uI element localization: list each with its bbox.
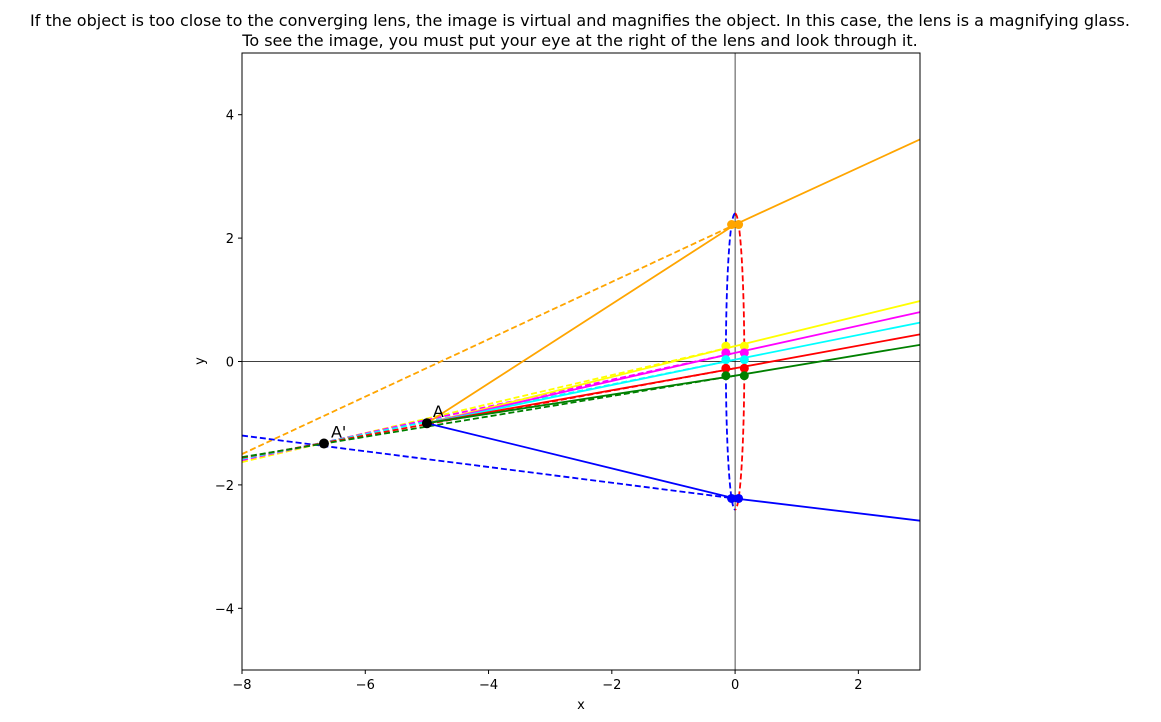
y-tick-label-4: 4	[226, 109, 234, 124]
real-ray-5	[426, 333, 920, 425]
object-point-label: A	[433, 402, 444, 421]
y-tick-label-3: 2	[226, 232, 234, 247]
real-ray-0	[426, 138, 920, 424]
real-ray-2	[426, 300, 920, 425]
x-tick-label-5: 2	[854, 678, 862, 693]
x-tick-label-3: −2	[602, 678, 621, 693]
lens-entry-marker-1	[727, 493, 737, 503]
y-tick-label-2: 0	[226, 356, 234, 371]
real-rays	[426, 138, 920, 522]
y-tick-label-0: −4	[215, 602, 234, 617]
lens-entry-marker-6	[721, 371, 731, 381]
lens-entry-marker-3	[721, 348, 731, 358]
x-tick-label-1: −6	[356, 678, 375, 693]
chart-title-line-2: To see the image, you must put your eye …	[241, 31, 917, 50]
lens-entry-marker-2	[721, 341, 731, 351]
image-point-marker	[318, 438, 329, 449]
lens-exit-marker-1	[734, 493, 744, 503]
reference-lines	[242, 53, 920, 670]
markers: A A'	[318, 220, 749, 503]
x-axis-label: x	[577, 698, 585, 713]
real-ray-6	[426, 343, 920, 425]
y-tick-label-1: −2	[215, 479, 234, 494]
image-point-label: A'	[331, 423, 346, 442]
real-ray-4	[426, 321, 920, 425]
lens-exit-marker-2	[739, 341, 749, 351]
virtual-ray-0	[242, 223, 736, 455]
lens-entry-marker-5	[721, 363, 731, 373]
y-axis-ticks: −4 −2 0 2 4	[215, 109, 242, 617]
lens-exit-marker-0	[734, 220, 744, 230]
chart-title-line-1: If the object is too close to the conver…	[30, 11, 1130, 30]
plot-area: A A'	[241, 52, 921, 671]
lens-exit-marker-4	[739, 355, 749, 365]
lens-exit-marker-5	[739, 363, 749, 373]
lens-entry-marker-0	[727, 220, 737, 230]
real-ray-3	[426, 311, 920, 425]
object-point-marker	[421, 418, 432, 429]
x-tick-label-0: −8	[232, 678, 251, 693]
x-tick-label-4: 0	[731, 678, 739, 693]
real-ray-1	[426, 422, 920, 522]
y-axis-label: y	[193, 357, 208, 365]
x-tick-label-2: −4	[479, 678, 498, 693]
x-axis-ticks: −8 −6 −4 −2 0 2	[232, 670, 863, 693]
lens-exit-marker-6	[739, 371, 749, 381]
lens-entry-marker-4	[721, 355, 731, 365]
lens-exit-marker-3	[739, 348, 749, 358]
